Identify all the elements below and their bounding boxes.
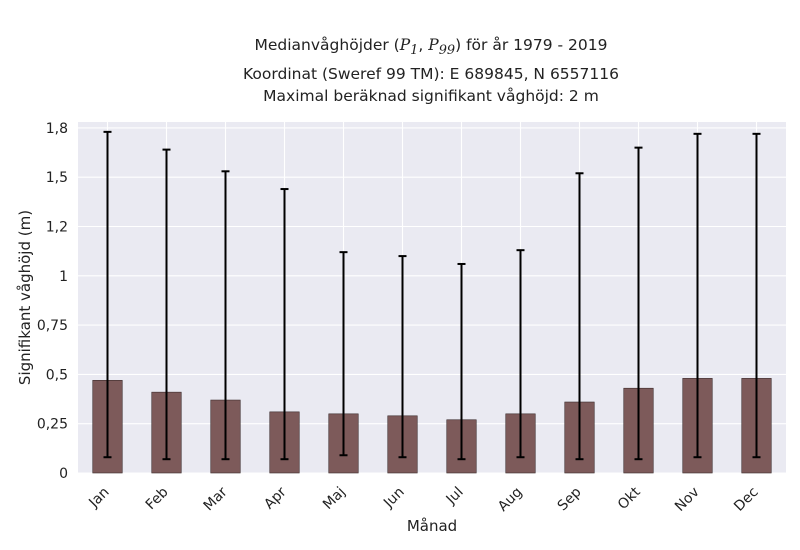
y-axis-label: Signifikant våghöjd (m) bbox=[16, 210, 34, 385]
y-tick-label: 1,2 bbox=[46, 220, 68, 236]
x-tick-label: Apr bbox=[261, 484, 290, 513]
title-prefix: Medianvåghöjder ( bbox=[254, 36, 400, 54]
chart-title-line-3: Maximal beräknad signifikant våghöjd: 2 … bbox=[263, 87, 599, 106]
x-tick-label: Maj bbox=[320, 484, 349, 513]
p99-symbol: P99 bbox=[428, 36, 455, 58]
x-tick-label: Okt bbox=[615, 484, 644, 513]
x-axis-label: Månad bbox=[407, 517, 457, 535]
y-tick-label: 0,75 bbox=[37, 318, 68, 334]
x-tick-label: Sep bbox=[555, 484, 585, 514]
x-tick-label: Dec bbox=[731, 484, 761, 514]
chart-title-line-1: Medianvåghöjder (P1, P99) för år 1979 - … bbox=[0, 34, 800, 63]
x-tick-label: Jul bbox=[443, 484, 467, 508]
y-tick-label: 0 bbox=[59, 466, 68, 482]
p1-symbol: P1 bbox=[399, 36, 419, 58]
plot-area bbox=[78, 122, 786, 473]
p99-letter: P bbox=[428, 36, 439, 54]
y-tick-label: 0,25 bbox=[37, 417, 68, 433]
x-tick-label: Mar bbox=[201, 484, 231, 514]
p1-letter: P bbox=[399, 36, 411, 54]
p1-subscript: 1 bbox=[410, 43, 419, 59]
title-suffix: ) för år 1979 - 2019 bbox=[455, 36, 608, 54]
x-tick-label: Feb bbox=[143, 484, 172, 513]
x-tick-label: Aug bbox=[495, 484, 526, 515]
y-tick-label: 1 bbox=[59, 269, 68, 285]
p99-subscript: 99 bbox=[438, 43, 456, 59]
x-tick-label: Nov bbox=[672, 484, 703, 515]
title-separator: , bbox=[418, 36, 429, 54]
chart-title: Medianvåghöjder (P1, P99) för år 1979 - … bbox=[0, 34, 800, 108]
chart-title-line-2: Koordinat (Sweref 99 TM): E 689845, N 65… bbox=[243, 64, 619, 83]
x-tick-label: Jun bbox=[380, 484, 407, 511]
x-tick-label: Jan bbox=[85, 484, 112, 511]
y-tick-label: 1,8 bbox=[46, 121, 68, 137]
y-tick-label: 0,5 bbox=[46, 367, 68, 383]
y-tick-label: 1,5 bbox=[46, 170, 68, 186]
